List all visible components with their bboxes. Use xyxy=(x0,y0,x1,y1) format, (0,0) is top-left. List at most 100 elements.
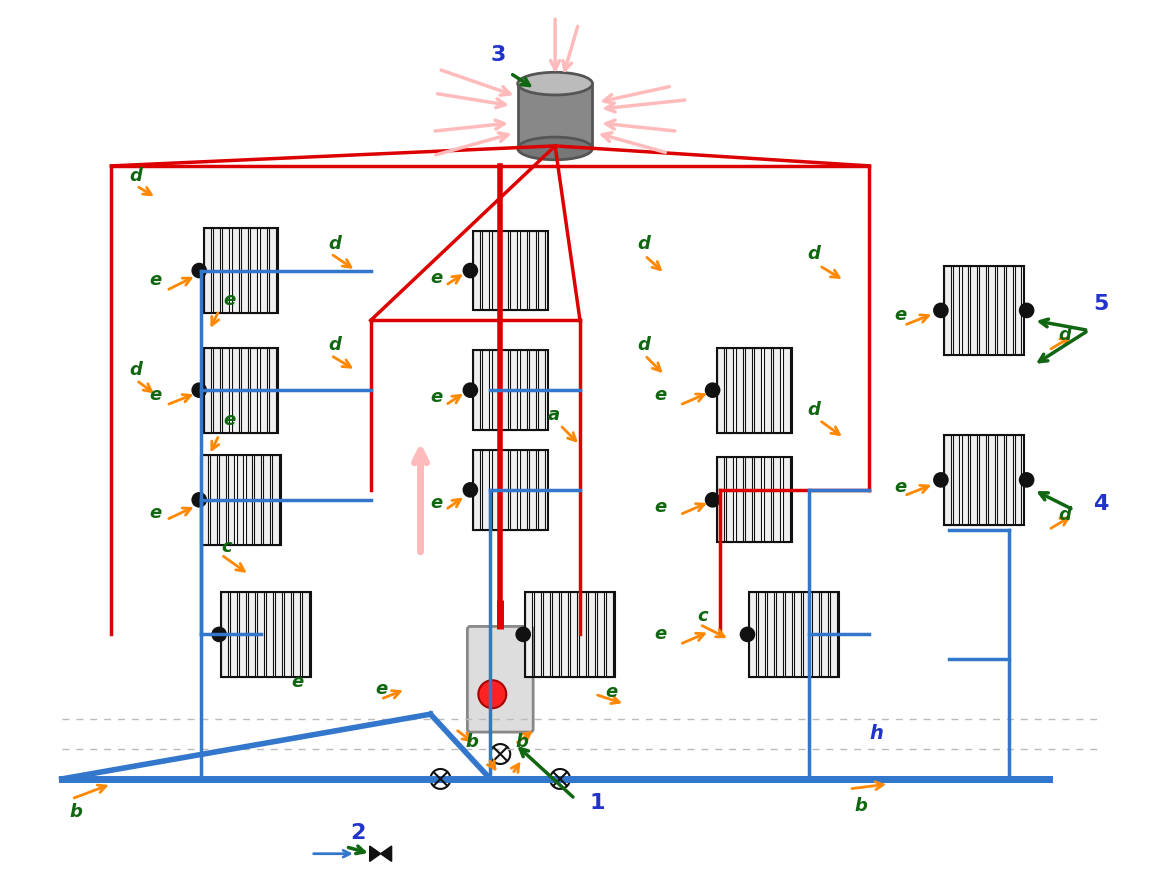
Bar xyxy=(717,348,724,433)
Bar xyxy=(970,435,977,525)
Bar xyxy=(538,230,545,310)
Text: e: e xyxy=(431,493,442,512)
Circle shape xyxy=(490,744,510,764)
Bar xyxy=(597,592,604,677)
Bar xyxy=(241,228,248,313)
Bar xyxy=(221,592,311,677)
Bar xyxy=(501,450,508,530)
Bar xyxy=(606,592,613,677)
Text: e: e xyxy=(376,680,388,698)
Bar xyxy=(491,350,498,430)
Text: c: c xyxy=(221,538,232,556)
Circle shape xyxy=(706,493,720,507)
Bar xyxy=(473,450,548,530)
Text: 4: 4 xyxy=(1094,493,1109,514)
Text: e: e xyxy=(655,386,667,404)
Bar xyxy=(736,458,743,542)
Bar xyxy=(755,348,762,433)
Polygon shape xyxy=(380,846,392,861)
Bar xyxy=(979,266,986,356)
Bar xyxy=(944,266,1024,356)
Bar xyxy=(222,228,229,313)
Circle shape xyxy=(741,628,755,641)
Circle shape xyxy=(479,680,507,709)
Bar xyxy=(250,228,257,313)
Bar xyxy=(510,230,517,310)
Bar xyxy=(236,455,243,545)
Bar xyxy=(275,592,282,677)
Bar xyxy=(510,350,517,430)
Bar xyxy=(211,455,216,545)
Bar xyxy=(989,435,994,525)
Circle shape xyxy=(934,473,948,487)
Circle shape xyxy=(550,769,570,789)
Text: e: e xyxy=(431,388,442,406)
Bar xyxy=(232,228,239,313)
Text: e: e xyxy=(223,411,235,429)
Circle shape xyxy=(516,628,530,641)
Bar xyxy=(473,230,548,310)
Text: b: b xyxy=(466,733,479,751)
Bar xyxy=(201,455,208,545)
Text: h: h xyxy=(869,724,883,743)
Text: d: d xyxy=(130,167,143,185)
Bar xyxy=(783,458,790,542)
Bar xyxy=(717,458,792,542)
Circle shape xyxy=(192,263,206,277)
Bar xyxy=(232,348,239,433)
Circle shape xyxy=(934,303,948,317)
Text: e: e xyxy=(291,673,303,692)
Bar xyxy=(473,230,480,310)
Text: d: d xyxy=(1059,326,1072,344)
Bar xyxy=(519,230,526,310)
Bar xyxy=(1014,435,1021,525)
Bar xyxy=(794,592,801,677)
Bar xyxy=(970,266,977,356)
Bar xyxy=(482,230,489,310)
Text: e: e xyxy=(605,684,618,701)
Bar xyxy=(482,450,489,530)
Bar xyxy=(543,592,550,677)
Bar xyxy=(535,592,541,677)
Text: e: e xyxy=(150,386,161,404)
Text: d: d xyxy=(638,235,651,252)
Bar xyxy=(944,435,1024,525)
Bar xyxy=(248,592,255,677)
Bar xyxy=(777,592,783,677)
Bar xyxy=(717,348,792,433)
FancyBboxPatch shape xyxy=(467,627,534,733)
Bar xyxy=(228,455,234,545)
Bar xyxy=(944,435,950,525)
Bar xyxy=(292,592,300,677)
Bar xyxy=(201,455,281,545)
Text: d: d xyxy=(807,401,820,419)
Text: e: e xyxy=(894,478,907,496)
Bar xyxy=(944,266,950,356)
Bar xyxy=(952,266,959,356)
Circle shape xyxy=(431,769,450,789)
Bar xyxy=(736,348,743,433)
Bar xyxy=(473,350,548,430)
Circle shape xyxy=(192,493,206,507)
Text: 1: 1 xyxy=(590,793,606,813)
Bar xyxy=(1014,266,1021,356)
Circle shape xyxy=(1019,303,1033,317)
Bar xyxy=(510,450,517,530)
Text: a: a xyxy=(548,406,560,424)
Ellipse shape xyxy=(517,72,592,95)
Bar xyxy=(501,230,508,310)
Bar xyxy=(979,435,986,525)
Text: 2: 2 xyxy=(351,822,366,843)
Bar xyxy=(263,455,270,545)
Bar xyxy=(750,592,839,677)
Bar xyxy=(1006,266,1012,356)
Bar xyxy=(222,348,229,433)
Bar xyxy=(491,450,498,530)
Text: d: d xyxy=(1059,506,1072,524)
Bar xyxy=(221,592,228,677)
Bar xyxy=(213,228,220,313)
Bar xyxy=(269,348,276,433)
Bar xyxy=(962,435,969,525)
Bar xyxy=(745,458,752,542)
Bar xyxy=(727,348,734,433)
